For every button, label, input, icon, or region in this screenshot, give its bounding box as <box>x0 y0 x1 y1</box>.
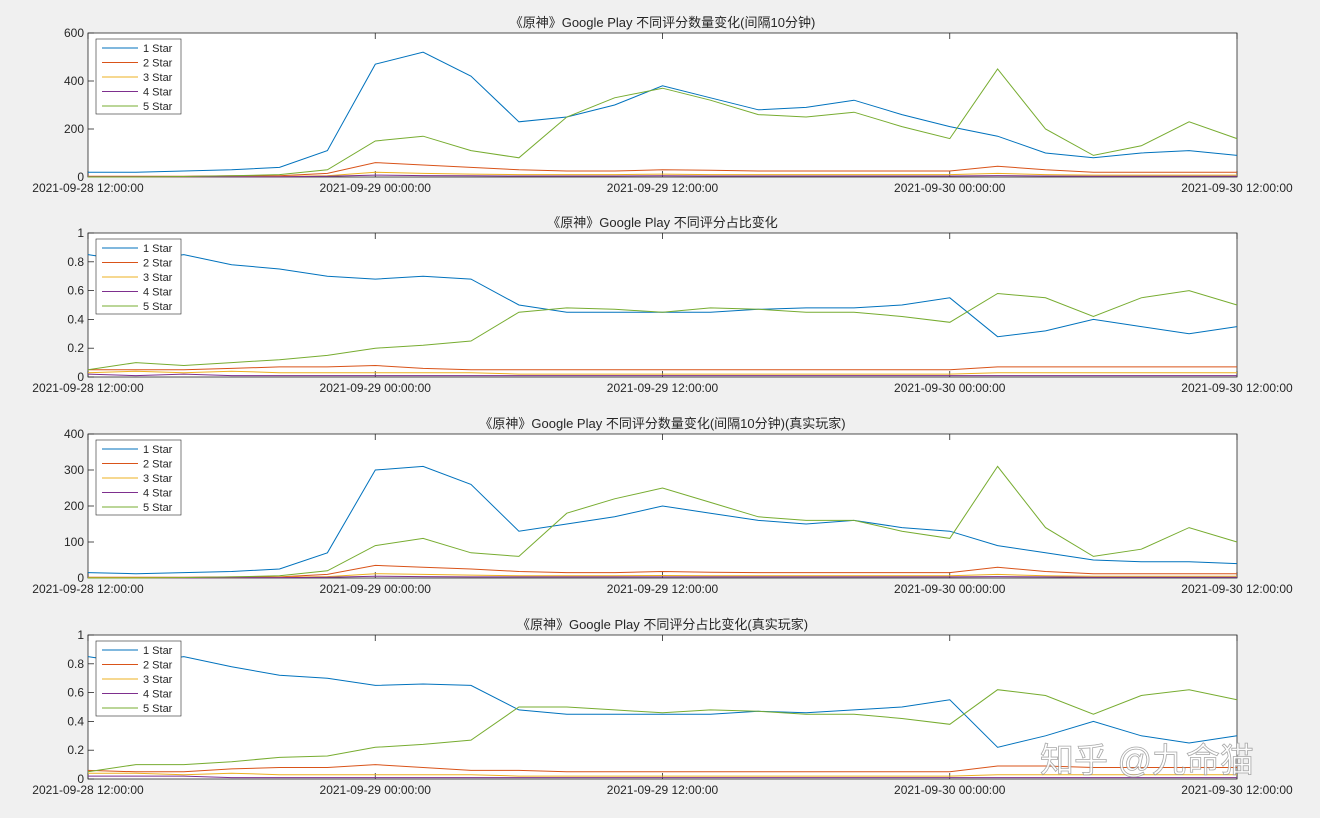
x-tick-label: 2021-09-30 12:00:00 <box>1181 582 1293 596</box>
x-tick-label: 2021-09-30 00:00:00 <box>894 381 1006 395</box>
y-tick-label: 0.4 <box>67 312 84 326</box>
series-line-2-star <box>87 764 1237 773</box>
x-tick-label: 2021-09-29 12:00:00 <box>607 381 719 395</box>
legend-label: 4 Star <box>143 488 173 500</box>
series-line-4-star <box>87 373 1237 377</box>
subplot-1: 《原神》Google Play 不同评分数量变化(间隔10分钟) 0 200 400 6… <box>32 15 1293 195</box>
series-line-2-star <box>88 364 1237 371</box>
x-tick-label: 2021-09-30 00:00:00 <box>894 783 1006 797</box>
legend-label: 1 Star <box>143 444 173 456</box>
y-tick-label: 100 <box>64 535 84 549</box>
legend-label: 3 Star <box>143 674 173 686</box>
x-tick-label: 2021-09-29 12:00:00 <box>607 783 719 797</box>
legend-label: 1 Star <box>143 243 173 255</box>
legend: 1 Star 2 Star 3 Star 4 Star 5 Star <box>95 238 182 315</box>
subplot-4: 《原神》Google Play 不同评分占比变化(真实玩家) 0 0.2 0.4 0.6… <box>32 617 1293 797</box>
legend-label: 5 Star <box>143 502 173 514</box>
x-tick-label: 2021-09-29 12:00:00 <box>607 181 719 195</box>
y-tick-label: 1 <box>77 226 84 240</box>
y-tick-label: 0.6 <box>67 686 84 700</box>
y-tick-label: 400 <box>64 74 84 88</box>
series-line-1-star <box>88 51 1238 173</box>
x-tick-label: 2021-09-29 00:00:00 <box>320 582 432 596</box>
series-line-2-star <box>88 162 1237 177</box>
legend-label: 5 Star <box>143 703 173 715</box>
series-line-4-star <box>88 775 1237 779</box>
legend-label: 3 Star <box>143 72 173 84</box>
y-tick-label: 0 <box>77 370 84 384</box>
series-line-1-star <box>87 656 1238 748</box>
legend-label: 5 Star <box>143 101 173 113</box>
legend-label: 3 Star <box>143 473 173 485</box>
series-line-5-star <box>87 290 1238 371</box>
series-line-5-star <box>88 68 1238 178</box>
y-tick-label: 200 <box>64 122 84 136</box>
series-line-5-star <box>87 689 1238 773</box>
legend-label: 3 Star <box>143 272 173 284</box>
legend-label: 5 Star <box>143 301 173 313</box>
y-tick-label: 0.6 <box>67 284 84 298</box>
watermark: 知乎 @九命猫 <box>1040 742 1254 780</box>
series-line-4-star <box>88 174 1237 178</box>
legend: 1 Star 2 Star 3 Star 4 Star 5 Star <box>95 640 182 717</box>
x-tick-label: 2021-09-29 00:00:00 <box>320 381 432 395</box>
x-tick-label: 2021-09-28 12:00:00 <box>32 582 144 596</box>
x-tick-label: 2021-09-29 12:00:00 <box>607 582 719 596</box>
series-line-5-star <box>88 465 1238 579</box>
legend-label: 4 Star <box>143 87 173 99</box>
legend-label: 2 Star <box>143 58 173 70</box>
y-tick-label: 0.2 <box>67 341 84 355</box>
subplot-3: 《原神》Google Play 不同评分数量变化(间隔10分钟)(真实玩家) 0 1… <box>32 416 1293 596</box>
chart-title: 《原神》Google Play 不同评分数量变化(间隔10分钟) <box>510 15 816 30</box>
series-line-3-star <box>88 772 1237 777</box>
y-tick-label: 400 <box>64 427 84 441</box>
series-line-3-star <box>87 370 1237 375</box>
plot-area <box>87 634 1238 780</box>
y-tick-label: 200 <box>64 499 84 513</box>
legend: 1 Star 2 Star 3 Star 4 Star 5 Star <box>95 38 182 115</box>
chart-title: 《原神》Google Play 不同评分占比变化 <box>547 215 777 230</box>
y-tick-label: 0.8 <box>67 255 84 269</box>
y-tick-label: 300 <box>64 463 84 477</box>
x-tick-label: 2021-09-28 12:00:00 <box>32 381 144 395</box>
legend: 1 Star 2 Star 3 Star 4 Star 5 Star <box>95 439 182 516</box>
legend-label: 1 Star <box>143 43 173 55</box>
y-tick-label: 0.8 <box>67 657 84 671</box>
plot-area <box>87 232 1238 378</box>
y-tick-label: 600 <box>64 26 84 40</box>
y-tick-label: 0.4 <box>67 714 84 728</box>
x-tick-label: 2021-09-30 00:00:00 <box>894 181 1006 195</box>
x-tick-label: 2021-09-30 12:00:00 <box>1181 783 1293 797</box>
y-tick-label: 0 <box>77 571 84 585</box>
chart-title: 《原神》Google Play 不同评分占比变化(真实玩家) <box>517 617 808 632</box>
legend-label: 2 Star <box>143 459 173 471</box>
legend-label: 2 Star <box>143 258 173 270</box>
y-tick-label: 1 <box>77 628 84 642</box>
legend-label: 4 Star <box>143 689 173 701</box>
series-line-4-star <box>88 575 1237 579</box>
y-tick-label: 0.2 <box>67 743 84 757</box>
y-tick-label: 0 <box>77 772 84 786</box>
y-tick-label: 0 <box>77 170 84 184</box>
legend-label: 2 Star <box>143 660 173 672</box>
chart-title: 《原神》Google Play 不同评分数量变化(间隔10分钟)(真实玩家) <box>479 416 845 431</box>
x-tick-label: 2021-09-29 00:00:00 <box>320 181 432 195</box>
x-tick-label: 2021-09-30 12:00:00 <box>1181 181 1293 195</box>
x-tick-label: 2021-09-30 12:00:00 <box>1181 381 1293 395</box>
x-tick-label: 2021-09-30 00:00:00 <box>894 582 1006 596</box>
x-tick-label: 2021-09-28 12:00:00 <box>32 783 144 797</box>
subplot-2: 《原神》Google Play 不同评分占比变化 0 0.2 0.4 0.6 0.8 1 20… <box>32 215 1293 395</box>
series-line-1-star <box>87 465 1238 575</box>
legend-label: 4 Star <box>143 287 173 299</box>
x-tick-label: 2021-09-29 00:00:00 <box>320 783 432 797</box>
legend-label: 1 Star <box>143 645 173 657</box>
x-tick-label: 2021-09-28 12:00:00 <box>32 181 144 195</box>
